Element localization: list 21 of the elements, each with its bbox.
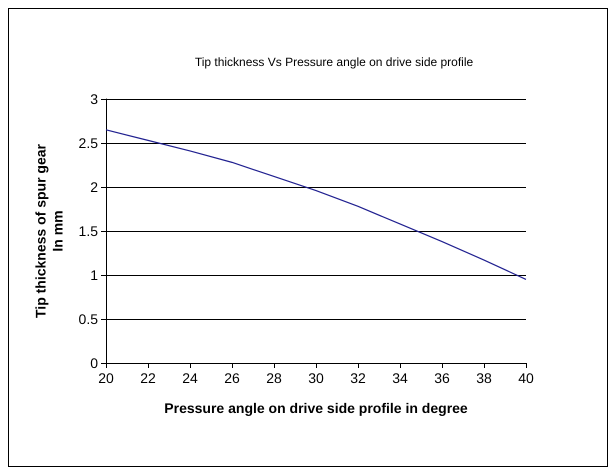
x-tick-label: 38 [476,370,492,386]
x-tick-label: 40 [518,370,534,386]
x-tick-label: 22 [140,370,156,386]
y-tick-label: 1.5 [78,223,98,239]
x-tick-label: 26 [224,370,240,386]
x-tick-label: 28 [266,370,282,386]
y-tick-label: 3 [90,91,98,107]
x-axis-title: Pressure angle on drive side profile in degree [164,400,468,416]
y-tick-label: 2 [90,179,98,195]
x-tick-label: 36 [434,370,450,386]
x-tick-label: 32 [350,370,366,386]
y-tick-label: 0 [90,355,98,371]
x-tick-label: 20 [98,370,114,386]
y-tick-label: 2.5 [78,135,98,151]
chart-title: Tip thickness Vs Pressure angle on drive side profile [194,55,474,69]
y-axis-title: Tip thickness of spur gear In mm [32,143,66,318]
y-tick-label: 1 [90,267,98,283]
y-tick-label: 0.5 [78,311,98,327]
x-tick-label: 30 [308,370,324,386]
x-tick-label: 34 [392,370,408,386]
x-tick-label: 24 [182,370,198,386]
